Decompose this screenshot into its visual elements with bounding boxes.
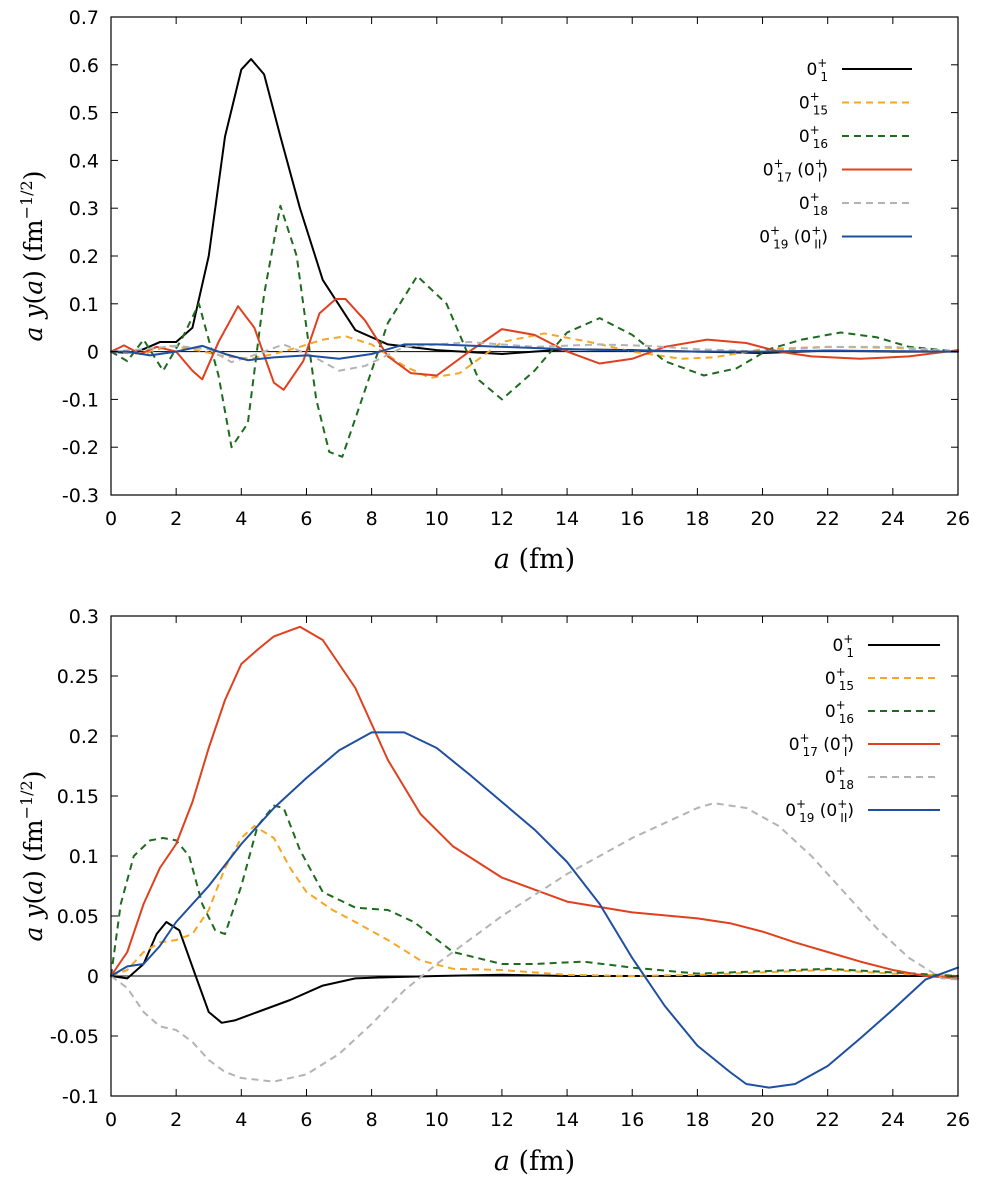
legend-label-1: 0+1​ <box>806 56 828 84</box>
y-tick-label: 0.2 <box>69 246 99 268</box>
legend-label-5: 0+18​ <box>799 190 828 218</box>
legend-label-4: 0+ 17 (0+ I) <box>789 731 854 759</box>
x-axis-title: a (fm) <box>494 544 575 575</box>
legend-label-3: 0+16​ <box>799 123 828 151</box>
y-tick-label: -0.2 <box>62 437 99 459</box>
x-tick-label: 8 <box>366 1109 378 1131</box>
y-tick-label: -0.1 <box>62 389 99 411</box>
x-tick-label: 8 <box>366 508 378 530</box>
x-tick-label: 10 <box>425 1109 449 1131</box>
y-tick-label: 0.15 <box>57 786 99 808</box>
legend-label-3: 0+16​ <box>825 698 854 726</box>
x-tick-label: 24 <box>881 1109 905 1131</box>
x-tick-label: 26 <box>946 508 970 530</box>
y-tick-label: 0.7 <box>69 7 99 29</box>
y-tick-label: 0 <box>87 966 99 988</box>
series-line-1 <box>110 58 959 355</box>
x-tick-label: 6 <box>300 508 312 530</box>
x-tick-label: 14 <box>555 1109 579 1131</box>
x-tick-label: 16 <box>620 1109 644 1131</box>
x-tick-label: 24 <box>881 508 905 530</box>
x-axis-title: a (fm) <box>494 1146 575 1177</box>
legend-label-2: 0+15​ <box>799 90 828 118</box>
x-tick-label: 0 <box>105 1109 117 1131</box>
series-line-5 <box>110 802 959 1083</box>
x-tick-label: 2 <box>170 508 182 530</box>
legend-label-4: 0+ 17 (0+ I) <box>763 157 828 185</box>
y-tick-label: 0 <box>87 342 99 364</box>
y-tick-label: 0.1 <box>69 846 99 868</box>
y-tick-label: 0.05 <box>57 906 99 928</box>
legend: 0+1​ 0+15​ 0+16​ 0+17 (0+I) 0+18​ 0+19 (0+II) <box>785 632 940 825</box>
legend-label-1: 0+1​ <box>832 632 854 660</box>
chart-panel-1: 0 2 4 6 8 10 12 14 16 18 20 22 24 26-0.3-0.2-0.100.10… <box>17 7 970 575</box>
series-line-1 <box>110 921 959 1024</box>
x-tick-label: 22 <box>816 508 840 530</box>
chart-panel-2: 0 2 4 6 8 10 12 14 16 18 20 22 24 26-0.1-0.0500.050.1… <box>17 606 970 1177</box>
legend-label-2: 0+15​ <box>825 665 854 693</box>
x-tick-label: 10 <box>425 508 449 530</box>
y-tick-label: -0.3 <box>62 485 99 507</box>
x-tick-label: 16 <box>620 508 644 530</box>
x-tick-label: 4 <box>235 508 247 530</box>
y-tick-label: 0.1 <box>69 294 99 316</box>
y-tick-label: -0.1 <box>62 1086 99 1108</box>
y-tick-label: 0.6 <box>69 55 99 77</box>
legend-label-6: 0+ 19 (0+ II) <box>759 224 828 252</box>
series-line-5 <box>110 341 959 372</box>
x-tick-label: 6 <box>300 1109 312 1131</box>
y-tick-label: 0.3 <box>69 606 99 628</box>
x-tick-label: 0 <box>105 508 117 530</box>
x-tick-label: 12 <box>490 1109 514 1131</box>
series-line-3 <box>110 804 959 977</box>
x-tick-label: 20 <box>750 1109 774 1131</box>
x-tick-label: 26 <box>946 1109 970 1131</box>
y-tick-label: 0.25 <box>57 666 99 688</box>
series-line-3 <box>110 204 959 458</box>
series-line-6 <box>110 731 959 1089</box>
y-tick-label: 0.4 <box>69 150 99 172</box>
x-tick-label: 22 <box>816 1109 840 1131</box>
y-axis-title: a y(a) (fm−1/2) <box>17 770 48 941</box>
legend-label-5: 0+18​ <box>825 764 854 792</box>
y-tick-label: 0.3 <box>69 198 99 220</box>
x-tick-label: 14 <box>555 508 579 530</box>
x-tick-label: 18 <box>685 1109 709 1131</box>
x-tick-label: 2 <box>170 1109 182 1131</box>
x-tick-label: 18 <box>685 508 709 530</box>
x-tick-label: 12 <box>490 508 514 530</box>
plot-frame <box>110 16 959 496</box>
x-tick-label: 20 <box>750 508 774 530</box>
series-line-4 <box>110 625 959 980</box>
legend: 0+1​ 0+15​ 0+16​ 0+17 (0+I) 0+18​ 0+19 (0+II) <box>759 56 912 252</box>
series-line-6 <box>110 343 959 362</box>
series-line-4 <box>110 298 959 391</box>
y-tick-label: 0.2 <box>69 726 99 748</box>
y-tick-label: -0.05 <box>50 1026 99 1048</box>
y-tick-label: 0.5 <box>69 103 99 125</box>
y-axis-title: a y(a) (fm−1/2) <box>17 170 48 341</box>
legend-label-6: 0+ 19 (0+ II) <box>785 797 854 825</box>
x-tick-label: 4 <box>235 1109 247 1131</box>
